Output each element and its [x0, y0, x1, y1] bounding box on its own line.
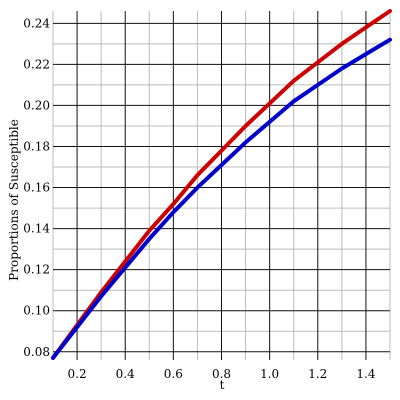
y-tick-label: 0.20 — [23, 98, 50, 112]
x-tick-label: 0.2 — [68, 367, 87, 381]
x-tick-label: 1.4 — [356, 367, 375, 381]
y-tick-label: 0.18 — [23, 139, 50, 153]
x-tick-label: 1.2 — [308, 367, 327, 381]
y-axis-title: Proportions of Susceptible — [7, 119, 21, 281]
series-line-0 — [51, 9, 392, 360]
y-tick-label: 0.10 — [23, 304, 50, 318]
x-tick-label: 1.0 — [260, 367, 279, 381]
x-tick-label: 0.4 — [116, 367, 135, 381]
y-tick-label: 0.16 — [23, 181, 50, 195]
y-tick-label: 0.22 — [23, 57, 50, 71]
x-tick-label: 0.6 — [164, 367, 183, 381]
x-tick-label: 0.8 — [212, 367, 231, 381]
y-tick-label: 0.12 — [23, 263, 50, 277]
y-tick-label: 0.08 — [23, 345, 50, 359]
x-axis-title: t — [220, 378, 225, 392]
y-tick-label: 0.24 — [23, 16, 50, 30]
series-line-1 — [51, 37, 392, 360]
y-tick-label: 0.14 — [23, 222, 50, 236]
tick-labels: 0.2 0.4 0.6 0.8 1.0 1.2 1.4 0.08 0.10 0.12 0.14 0.1… — [23, 16, 376, 381]
series-layer — [51, 9, 392, 360]
major-grid — [53, 11, 390, 360]
